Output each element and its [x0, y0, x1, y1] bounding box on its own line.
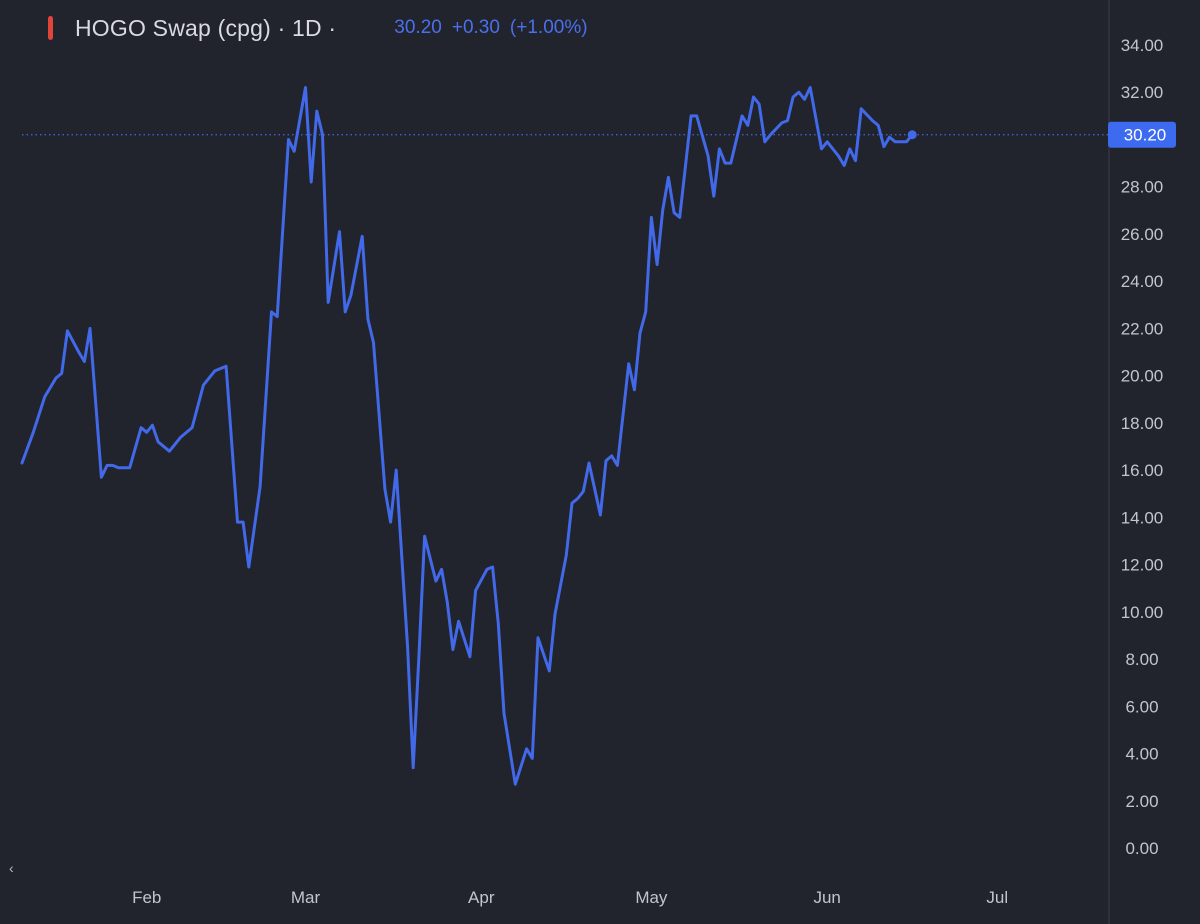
y-tick-label: 26.00: [1121, 225, 1164, 244]
x-tick-label: Mar: [291, 888, 321, 907]
scroll-left-icon[interactable]: ‹: [9, 860, 14, 876]
x-tick-label: Feb: [132, 888, 161, 907]
y-tick-label: 14.00: [1121, 508, 1164, 527]
last-price-tag-label: 30.20: [1124, 126, 1167, 145]
price-series-line: [20, 86, 914, 786]
last-price-value: 30.20: [394, 17, 442, 38]
y-tick-label: 28.00: [1121, 178, 1164, 197]
legend-header: HOGO Swap (cpg) · 1D · 30.20 +0.30 (+1.0…: [48, 12, 588, 44]
y-tick-label: 22.00: [1121, 319, 1164, 338]
x-tick-label: Apr: [468, 888, 495, 907]
y-tick-label: 18.00: [1121, 414, 1164, 433]
y-tick-label: 16.00: [1121, 461, 1164, 480]
price-change-percent: (+1.00%): [509, 17, 588, 38]
symbol-title[interactable]: HOGO Swap (cpg) · 1D ·: [75, 14, 337, 41]
price-change-value: +0.30: [451, 17, 500, 38]
y-tick-label: 2.00: [1125, 792, 1158, 811]
price-axis[interactable]: 0.00 2.00 4.00 6.00 8.00 10.00 12.00 14.00 16.00…: [1121, 36, 1164, 858]
x-tick-label: Jun: [813, 888, 840, 907]
y-tick-label: 34.00: [1121, 36, 1164, 55]
y-tick-label: 32.00: [1121, 83, 1164, 102]
y-tick-label: 10.00: [1121, 603, 1164, 622]
y-tick-label: 8.00: [1125, 650, 1158, 669]
y-tick-label: 6.00: [1125, 697, 1158, 716]
last-price-dot: [907, 130, 917, 140]
last-price-tag: 30.20: [1108, 121, 1176, 148]
y-tick-label: 0.00: [1125, 839, 1158, 858]
y-tick-label: 4.00: [1125, 745, 1158, 764]
time-axis[interactable]: Feb Mar Apr May Jun Jul: [132, 888, 1008, 907]
ohlc-values: 30.20 +0.30 (+1.00%): [394, 17, 587, 39]
y-tick-label: 24.00: [1121, 272, 1164, 291]
y-tick-label: 20.00: [1121, 367, 1164, 386]
status-marker: [48, 16, 53, 40]
y-tick-label: 12.00: [1121, 556, 1164, 575]
x-tick-label: May: [635, 888, 668, 907]
x-tick-label: Jul: [986, 888, 1008, 907]
